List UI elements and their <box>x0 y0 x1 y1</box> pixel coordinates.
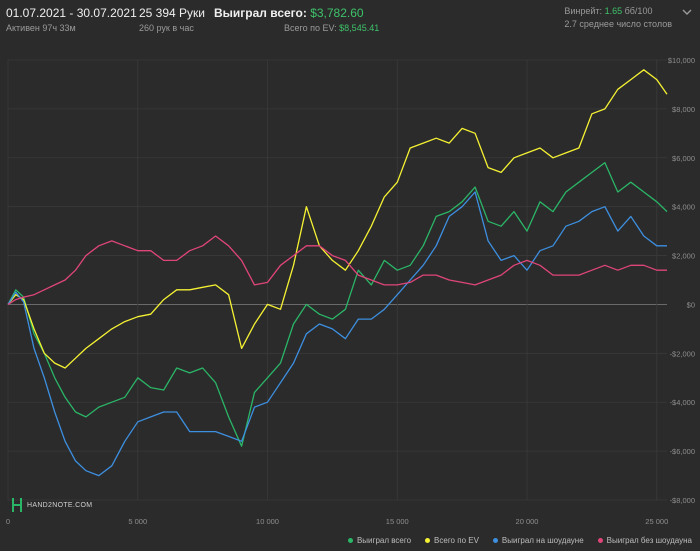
hand2note-logo-icon <box>12 498 22 512</box>
legend-label: Выиграл всего <box>356 536 412 545</box>
hands-block: 25 394 Руки 260 рук в час <box>139 6 205 33</box>
legend-item-showdown[interactable]: Выиграл на шоудауне <box>492 536 584 545</box>
active-time: Активен 97ч 33м <box>6 23 76 33</box>
results-block: Выиграл всего: $3,782.60 Всего по EV: $8… <box>214 6 379 33</box>
winrate-unit: бб/100 <box>624 6 653 16</box>
y-tick-label: $0 <box>687 300 695 309</box>
x-tick-label: 5 000 <box>128 517 147 526</box>
won-total-value: $3,782.60 <box>310 6 364 20</box>
y-tick-label: -$2,000 <box>670 349 695 358</box>
series-line-showdown <box>7 191 667 477</box>
logo-text: HAND2NOTE.COM <box>27 501 93 509</box>
series-line-won-total <box>7 162 668 447</box>
legend-label: Всего по EV <box>434 536 479 545</box>
y-tick-label: $6,000 <box>672 154 695 163</box>
avg-tables: 2.7 среднее число столов <box>564 19 672 29</box>
legend-dot <box>597 538 603 543</box>
y-tick-label: $4,000 <box>672 203 695 212</box>
legend-item-won-total[interactable]: Выиграл всего <box>347 536 412 545</box>
stats-header: 01.07.2021 - 30.07.2021 Активен 97ч 33м … <box>0 0 700 40</box>
collapse-icon[interactable] <box>682 7 692 17</box>
chart-legend: Выиграл всего Всего по EV Выиграл на шоу… <box>347 536 692 545</box>
x-tick-label: 0 <box>6 517 10 526</box>
x-tick-label: 25 000 <box>645 517 668 526</box>
y-tick-label: -$8,000 <box>670 496 695 505</box>
legend-label: Выиграл без шоудауна <box>606 536 692 545</box>
y-tick-label: -$6,000 <box>670 447 695 456</box>
ev-total-label: Всего по EV: <box>284 23 337 33</box>
y-tick-label: -$4,000 <box>670 398 695 407</box>
date-block: 01.07.2021 - 30.07.2021 Активен 97ч 33м <box>6 6 137 33</box>
hand2note-logo: HAND2NOTE.COM <box>12 498 92 512</box>
legend-dot <box>425 538 431 543</box>
legend-label: Выиграл на шоудауне <box>501 536 584 545</box>
y-tick-label: $10,000 <box>668 56 695 65</box>
legend-item-non-showdown[interactable]: Выиграл без шоудауна <box>597 536 692 545</box>
hands-count: 25 394 Руки <box>139 6 205 20</box>
series-line-ev <box>7 69 668 369</box>
series-line-non-showdown <box>7 235 667 305</box>
ev-total-value: $8,545.41 <box>339 23 380 33</box>
y-tick-label: $8,000 <box>672 105 695 114</box>
y-tick-label: $2,000 <box>672 252 695 261</box>
legend-dot <box>492 538 498 543</box>
winrate-block: Винрейт: 1.65 бб/100 2.7 среднее число с… <box>564 6 672 29</box>
won-total-label: Выиграл всего: <box>214 6 307 20</box>
winrate-label: Винрейт: <box>564 6 603 16</box>
date-range: 01.07.2021 - 30.07.2021 <box>6 6 137 20</box>
legend-dot <box>347 538 353 543</box>
hands-per-hour: 260 рук в час <box>139 23 194 33</box>
winrate-value: 1.65 <box>604 6 623 16</box>
x-tick-label: 15 000 <box>386 517 409 526</box>
x-tick-label: 20 000 <box>516 517 539 526</box>
legend-item-ev[interactable]: Всего по EV <box>425 536 479 545</box>
x-tick-label: 10 000 <box>256 517 279 526</box>
